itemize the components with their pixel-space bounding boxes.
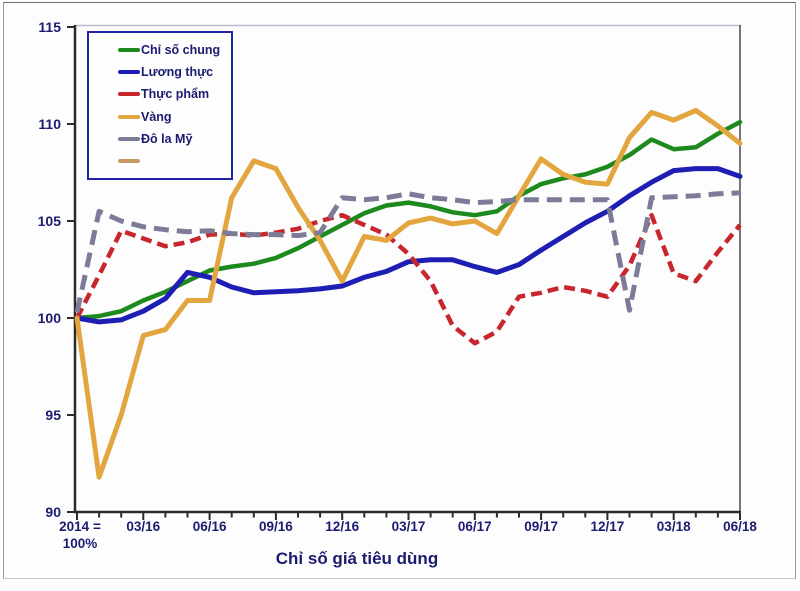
y-tick-label: 110 (38, 116, 61, 132)
y-tick-label: 105 (38, 213, 62, 229)
legend-swatch (118, 48, 140, 53)
y-tick-label: 100 (38, 310, 62, 326)
legend-label: Lương thực (141, 65, 214, 80)
legend-item-luong-thuc: Lương thực (89, 63, 231, 81)
legend-swatch (118, 92, 140, 97)
series-line-thuc-pham (75, 212, 742, 346)
x-tick-label: 06/17 (458, 519, 492, 534)
legend-item-chi-so-chung: Chỉ số chung (89, 41, 231, 59)
series-line-luong-thuc (74, 166, 743, 325)
x-tick-label: 03/16 (126, 519, 160, 534)
series-line-vang (74, 107, 743, 480)
x-tick-label: 12/16 (325, 519, 359, 534)
legend-swatch (118, 70, 140, 75)
legend-item-series-6 (89, 152, 231, 170)
series-line-o-la-my (74, 190, 741, 313)
x-tick-label: 03/18 (657, 519, 691, 534)
x-tick-label: 09/16 (259, 519, 293, 534)
x-tick-label: 2014 = 100% (59, 519, 101, 551)
x-tick-label: 06/18 (723, 519, 757, 534)
legend-swatch (118, 114, 140, 119)
x-tick-label: 12/17 (591, 519, 625, 534)
legend-label: Vàng (141, 109, 172, 124)
chart-legend: Chỉ số chung Lương thực Thực phẩm Vàng Đô la… (87, 31, 233, 180)
chart-title: Chỉ số giá tiêu dùng (275, 549, 439, 568)
x-tick-label: 03/17 (392, 519, 426, 534)
y-tick-label: 90 (45, 504, 61, 520)
y-tick-label: 115 (38, 19, 61, 35)
legend-label: Chỉ số chung (141, 43, 221, 58)
legend-label: Thực phẩm (141, 87, 210, 102)
legend-item-vang: Vàng (89, 108, 231, 126)
legend-item-thuc-pham: Thực phẩm (89, 85, 231, 103)
legend-swatch (118, 158, 140, 163)
legend-label: Đô la Mỹ (141, 131, 193, 146)
legend-item-o-la-my: Đô la Mỹ (89, 130, 231, 148)
x-tick-label: 06/16 (193, 519, 227, 534)
legend-swatch (118, 136, 140, 141)
x-tick-label: 09/17 (524, 519, 558, 534)
series-line-chi-so-chung (74, 119, 743, 321)
y-tick-label: 95 (45, 407, 61, 423)
